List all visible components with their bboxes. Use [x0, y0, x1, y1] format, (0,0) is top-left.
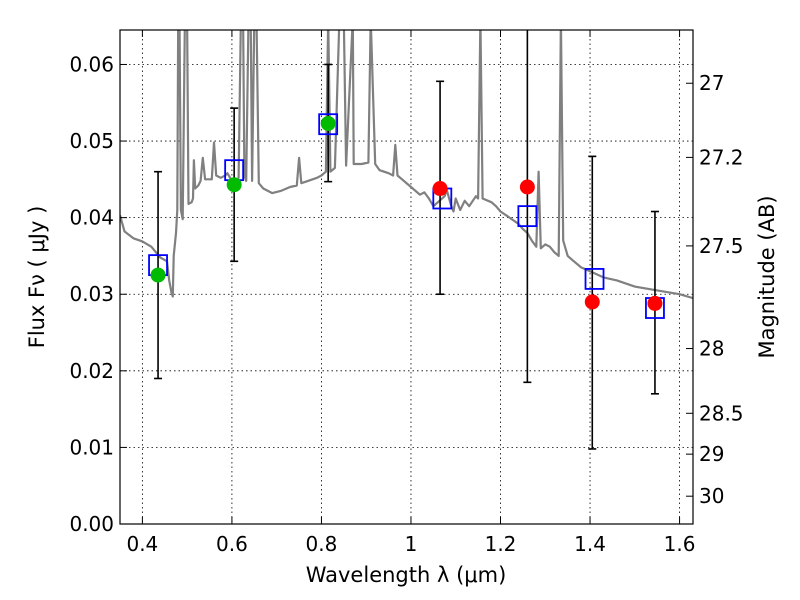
y-tick-label: 0.01 — [69, 435, 114, 459]
plot-frame — [119, 29, 694, 525]
errorbar-layer — [154, 30, 659, 450]
green-data-point — [226, 177, 242, 193]
model-square — [318, 113, 339, 136]
y-tick-label: 0.00 — [69, 512, 114, 536]
model-square — [584, 268, 605, 290]
mag-tick-label: 27.5 — [699, 234, 744, 258]
mag-tick-label: 28.5 — [699, 401, 744, 425]
x-tick-label: 1 — [405, 532, 418, 556]
y-tick-label: 0.04 — [69, 206, 114, 230]
grid — [120, 30, 693, 525]
mag-tick-label: 29 — [699, 442, 724, 466]
x-tick-label: 1.6 — [664, 532, 696, 556]
red-data-point — [432, 181, 448, 197]
green-data-point — [150, 267, 166, 283]
x-tick-label: 0.4 — [126, 532, 158, 556]
x-tick-label: 0.6 — [216, 532, 248, 556]
spectrum-layer — [120, 30, 693, 300]
y-tick-label: 0.02 — [69, 359, 114, 383]
y-tick-label: 0.03 — [69, 282, 114, 306]
mag-tick-label: 28 — [699, 337, 724, 361]
y-axis-label: Flux Fν ( μJy ) — [25, 206, 49, 349]
x-tick-label: 0.8 — [306, 532, 338, 556]
x-axis-label: Wavelength λ (μm) — [306, 563, 507, 587]
green-data-point — [320, 115, 336, 131]
mag-tick-label: 30 — [699, 484, 724, 508]
red-data-point — [584, 294, 600, 310]
model-square — [517, 205, 538, 228]
spectrum-line — [120, 30, 693, 300]
y-tick-label: 0.06 — [69, 52, 114, 76]
marker-layer — [148, 113, 665, 319]
axis-layer: 0.4 0.6 0.8 1 1.2 1.4 1.6 0.00 0.01 0.02 0.03 0.04 0… — [69, 30, 744, 556]
mag-tick-label: 27 — [699, 71, 724, 95]
y2-axis-label: Magnitude (AB) — [755, 195, 779, 358]
red-data-point — [647, 295, 663, 311]
mag-tick-label: 27.2 — [699, 145, 744, 169]
y-tick-label: 0.05 — [69, 129, 114, 153]
x-tick-label: 1.4 — [574, 532, 606, 556]
red-data-point — [519, 179, 535, 195]
x-tick-label: 1.2 — [485, 532, 517, 556]
